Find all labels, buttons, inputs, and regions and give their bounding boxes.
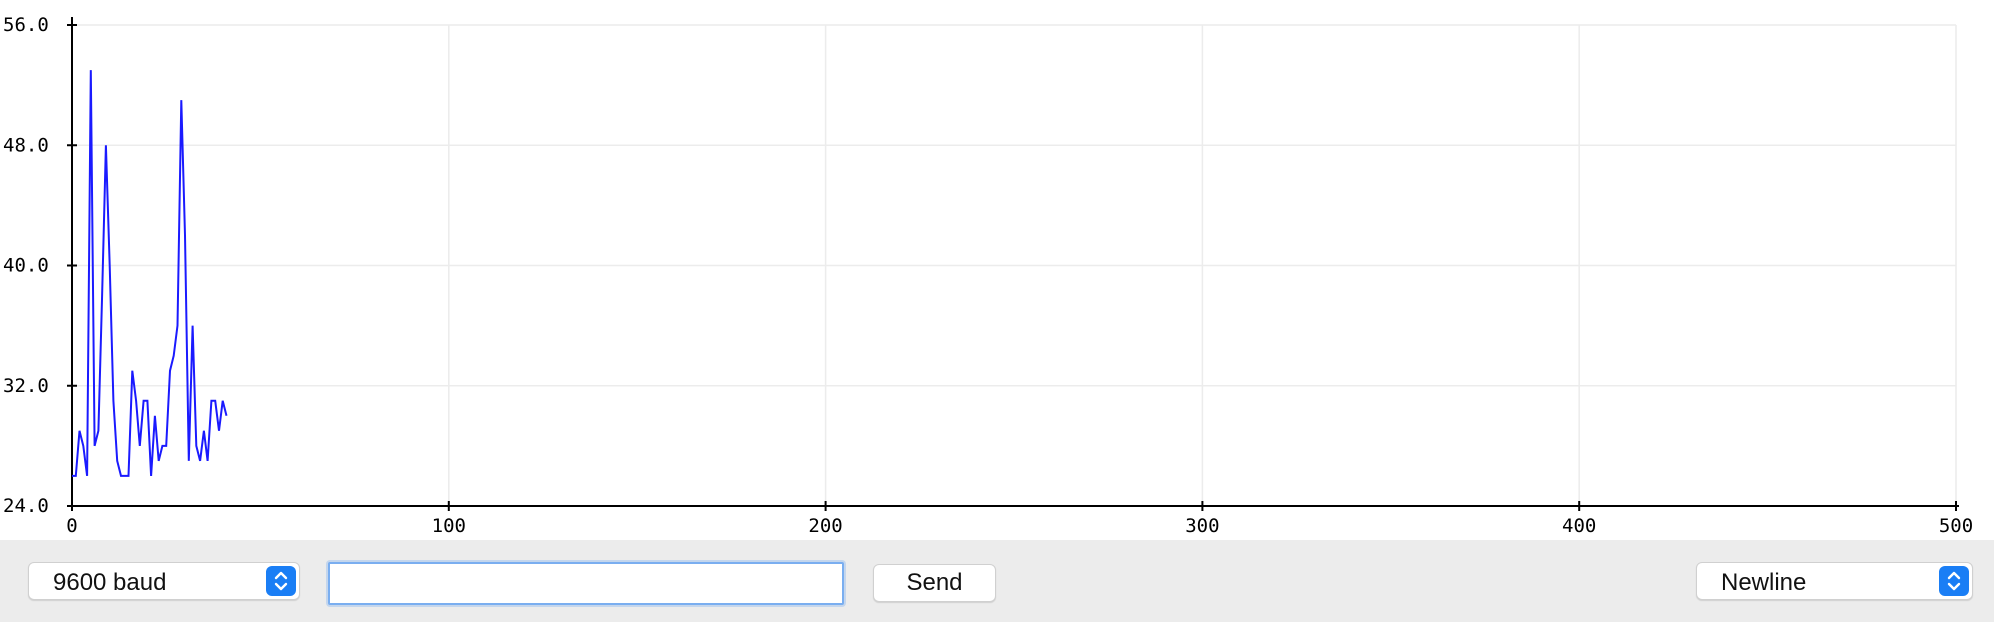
y-tick-label: 48.0 [3, 134, 49, 156]
baud-rate-select[interactable]: 9600 baud [28, 562, 300, 600]
line-ending-label: Newline [1721, 569, 1807, 596]
send-button[interactable]: Send [873, 564, 996, 602]
y-tick-label: 40.0 [3, 255, 49, 277]
x-tick-label: 500 [1939, 515, 1973, 537]
chart-svg: 24.0 32.0 40.0 48.0 56.0 0 100 200 300 400 500 [3, 14, 1973, 537]
y-tick-label: 32.0 [3, 375, 49, 397]
x-tick-label: 400 [1562, 515, 1596, 537]
series-line [72, 70, 228, 477]
chevron-up-down-icon[interactable] [266, 566, 296, 596]
message-input[interactable] [328, 562, 844, 605]
bottom-toolbar: 9600 baud Send Newline [0, 540, 1994, 622]
y-tick-label: 24.0 [3, 495, 49, 517]
x-tick-label: 100 [432, 515, 466, 537]
y-tick-label: 56.0 [3, 14, 49, 36]
x-tick-label: 300 [1185, 515, 1219, 537]
chevron-up-down-icon[interactable] [1939, 566, 1969, 596]
x-tick-label: 200 [808, 515, 842, 537]
line-ending-select[interactable]: Newline [1696, 562, 1973, 600]
serial-plotter-chart: 24.0 32.0 40.0 48.0 56.0 0 100 200 300 400 500 [3, 14, 1974, 537]
x-tick-label: 0 [66, 515, 77, 537]
baud-rate-label: 9600 baud [53, 569, 167, 596]
